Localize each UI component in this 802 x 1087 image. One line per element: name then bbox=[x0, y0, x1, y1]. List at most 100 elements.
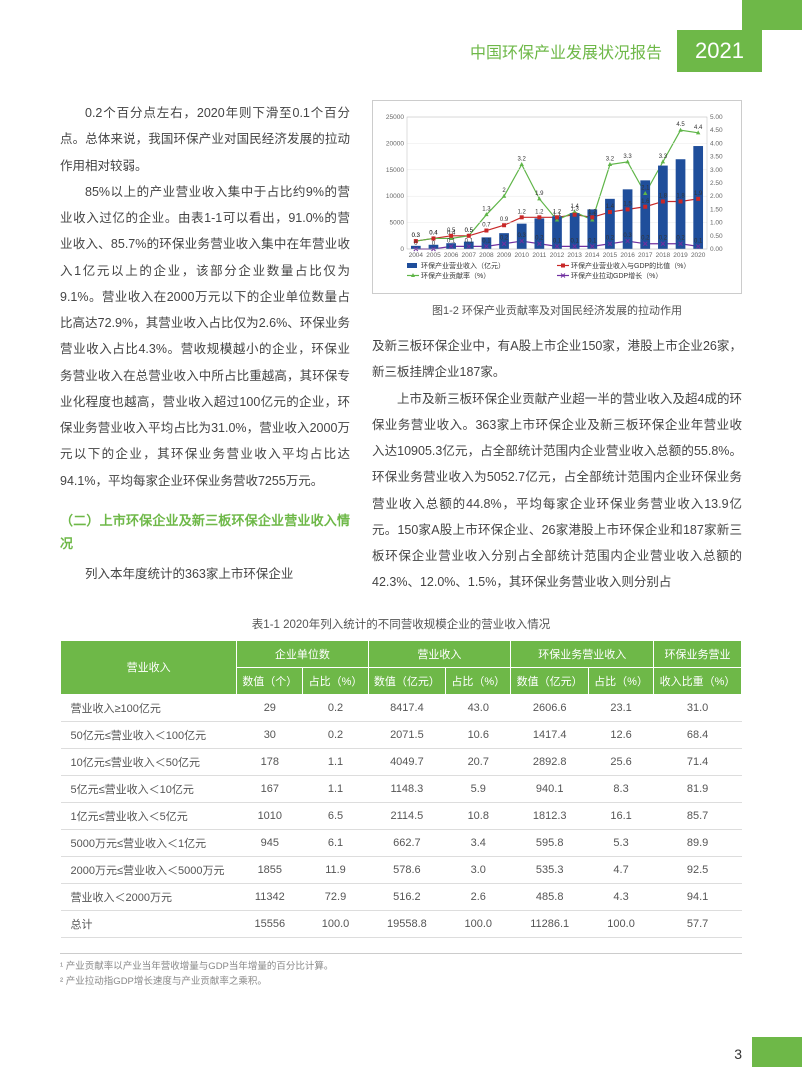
svg-text:0.1: 0.1 bbox=[447, 238, 456, 244]
svg-text:0.3: 0.3 bbox=[412, 233, 421, 239]
footnotes: ¹ 产业贡献率以产业当年营收增量与GDP当年增量的百分比计算。 ² 产业拉动指G… bbox=[60, 953, 742, 989]
svg-text:1.3: 1.3 bbox=[482, 207, 491, 213]
svg-text:0.2: 0.2 bbox=[606, 236, 615, 242]
table-row: 5000万元≤营业收入＜1亿元9456.1662.73.4595.85.389.… bbox=[61, 829, 742, 856]
body-text: 85%以上的产业营业收入集中于占比约9%的营业收入过亿的企业。由表1-1可以看出… bbox=[60, 179, 350, 494]
svg-text:2014: 2014 bbox=[585, 252, 600, 259]
svg-text:0.2: 0.2 bbox=[676, 236, 685, 242]
svg-text:2020: 2020 bbox=[691, 252, 706, 259]
svg-text:20000: 20000 bbox=[386, 140, 404, 147]
table-row: 10亿元≤营业收入＜50亿元1781.14049.720.72892.825.6… bbox=[61, 748, 742, 775]
svg-text:4.5: 4.5 bbox=[676, 122, 685, 128]
svg-text:1.2: 1.2 bbox=[588, 209, 597, 215]
svg-text:1.3: 1.3 bbox=[570, 207, 579, 213]
top-tab bbox=[742, 0, 802, 30]
svg-text:2009: 2009 bbox=[497, 252, 512, 259]
svg-text:2013: 2013 bbox=[567, 252, 582, 259]
svg-text:2016: 2016 bbox=[620, 252, 635, 259]
svg-text:3.3: 3.3 bbox=[623, 154, 632, 160]
svg-text:0.2: 0.2 bbox=[659, 236, 668, 242]
svg-text:环保产业贡献率（%）: 环保产业贡献率（%） bbox=[421, 271, 490, 280]
svg-text:0.2: 0.2 bbox=[641, 236, 650, 242]
svg-text:2018: 2018 bbox=[656, 252, 671, 259]
svg-text:1.4: 1.4 bbox=[606, 204, 615, 210]
svg-text:15000: 15000 bbox=[386, 167, 404, 174]
page-header: 中国环保产业发展状况报告 2021 bbox=[470, 30, 762, 72]
svg-text:0.50: 0.50 bbox=[710, 233, 723, 240]
page-number: 3 bbox=[734, 1046, 742, 1062]
svg-text:0.1: 0.1 bbox=[553, 238, 562, 244]
svg-text:1.8: 1.8 bbox=[659, 193, 668, 199]
svg-text:0.7: 0.7 bbox=[482, 223, 491, 229]
svg-text:2011: 2011 bbox=[532, 252, 546, 259]
svg-text:1.00: 1.00 bbox=[710, 220, 723, 227]
table-row: 50亿元≤营业收入＜100亿元300.22071.510.61417.412.6… bbox=[61, 721, 742, 748]
svg-text:3.2: 3.2 bbox=[606, 157, 615, 163]
section-heading: （二）上市环保企业及新三板环保企业营业收入情况 bbox=[60, 509, 350, 556]
svg-text:5000: 5000 bbox=[390, 220, 405, 227]
svg-text:3.50: 3.50 bbox=[710, 154, 723, 161]
svg-text:2.00: 2.00 bbox=[710, 193, 723, 200]
bottom-tab bbox=[752, 1037, 802, 1067]
svg-text:2019: 2019 bbox=[673, 252, 688, 259]
svg-text:1.2: 1.2 bbox=[518, 209, 527, 215]
body-text: 0.2个百分点左右，2020年则下滑至0.1个百分点。总体来说，我国环保产业对国… bbox=[60, 100, 350, 179]
body-text: 上市及新三板环保企业贡献产业超一半的营业收入及超4成的环保业务营业收入。363家… bbox=[372, 386, 742, 596]
svg-text:0.1: 0.1 bbox=[570, 238, 579, 244]
svg-text:2015: 2015 bbox=[603, 252, 618, 259]
svg-text:5.00: 5.00 bbox=[710, 114, 723, 121]
svg-text:4.50: 4.50 bbox=[710, 127, 723, 134]
table-row: 营业收入＜2000万元1134272.9516.22.6485.84.394.1 bbox=[61, 883, 742, 910]
svg-text:2.50: 2.50 bbox=[710, 180, 723, 187]
svg-text:25000: 25000 bbox=[386, 114, 404, 121]
combo-chart: 05000100001500020000250000.000.501.001.5… bbox=[377, 109, 737, 289]
svg-text:0.3: 0.3 bbox=[518, 233, 527, 239]
chart-caption: 图1-2 环保产业贡献率及对国民经济发展的拉动作用 bbox=[372, 302, 742, 318]
report-year: 2021 bbox=[677, 30, 762, 72]
svg-text:2005: 2005 bbox=[426, 252, 441, 259]
svg-text:1.2: 1.2 bbox=[553, 209, 562, 215]
svg-text:2006: 2006 bbox=[444, 252, 459, 259]
chart-figure: 05000100001500020000250000.000.501.001.5… bbox=[372, 100, 742, 294]
svg-text:2008: 2008 bbox=[479, 252, 494, 259]
footnote: ¹ 产业贡献率以产业当年营收增量与GDP当年增量的百分比计算。 bbox=[60, 959, 742, 974]
svg-text:0.4: 0.4 bbox=[429, 230, 438, 236]
svg-text:环保产业营业收入与GDP的比值（%）: 环保产业营业收入与GDP的比值（%） bbox=[571, 261, 690, 270]
table-row: 总计15556100.019558.8100.011286.1100.057.7 bbox=[61, 910, 742, 937]
svg-text:4.00: 4.00 bbox=[710, 140, 723, 147]
table-row: 5亿元≤营业收入＜10亿元1671.11148.35.9940.18.381.9 bbox=[61, 775, 742, 802]
table-row: 营业收入≥100亿元290.28417.443.02606.623.131.0 bbox=[61, 694, 742, 721]
svg-text:1.50: 1.50 bbox=[710, 206, 723, 213]
svg-text:0.1: 0.1 bbox=[588, 238, 597, 244]
svg-text:1.8: 1.8 bbox=[676, 193, 685, 199]
svg-text:0.1: 0.1 bbox=[694, 238, 703, 244]
table-caption: 表1-1 2020年列入统计的不同营收规模企业的营业收入情况 bbox=[60, 616, 742, 632]
svg-text:3.3: 3.3 bbox=[659, 154, 668, 160]
svg-text:0.3: 0.3 bbox=[623, 233, 632, 239]
svg-text:0.2: 0.2 bbox=[500, 236, 509, 242]
svg-text:0.9: 0.9 bbox=[500, 217, 509, 223]
svg-text:1.6: 1.6 bbox=[641, 199, 650, 205]
svg-text:10000: 10000 bbox=[386, 193, 404, 200]
svg-text:1.9: 1.9 bbox=[535, 191, 544, 197]
svg-text:2.1: 2.1 bbox=[641, 186, 650, 192]
svg-text:环保产业拉动GDP增长（%）: 环保产业拉动GDP增长（%） bbox=[571, 271, 662, 280]
svg-text:2012: 2012 bbox=[550, 252, 565, 259]
svg-text:0.2: 0.2 bbox=[535, 236, 544, 242]
svg-text:2007: 2007 bbox=[462, 252, 477, 259]
table-row: 2000万元≤营业收入＜5000万元185511.9578.63.0535.34… bbox=[61, 856, 742, 883]
svg-text:1.5: 1.5 bbox=[623, 201, 632, 207]
footnote: ² 产业拉动指GDP增长速度与产业贡献率之乘积。 bbox=[60, 974, 742, 989]
svg-text:2010: 2010 bbox=[514, 252, 529, 259]
svg-text:3.2: 3.2 bbox=[518, 157, 527, 163]
svg-text:0.1: 0.1 bbox=[482, 238, 491, 244]
svg-text:4.4: 4.4 bbox=[694, 125, 703, 131]
svg-text:2004: 2004 bbox=[409, 252, 424, 259]
svg-text:2017: 2017 bbox=[638, 252, 653, 259]
svg-text:1.9: 1.9 bbox=[694, 191, 703, 197]
svg-text:0.1: 0.1 bbox=[465, 238, 474, 244]
table-row: 1亿元≤营业收入＜5亿元10106.52114.510.81812.316.18… bbox=[61, 802, 742, 829]
body-text: 及新三板环保企业中，有A股上市企业150家，港股上市企业26家，新三板挂牌企业1… bbox=[372, 333, 742, 386]
svg-text:0: 0 bbox=[400, 246, 404, 253]
svg-text:3.00: 3.00 bbox=[710, 167, 723, 174]
